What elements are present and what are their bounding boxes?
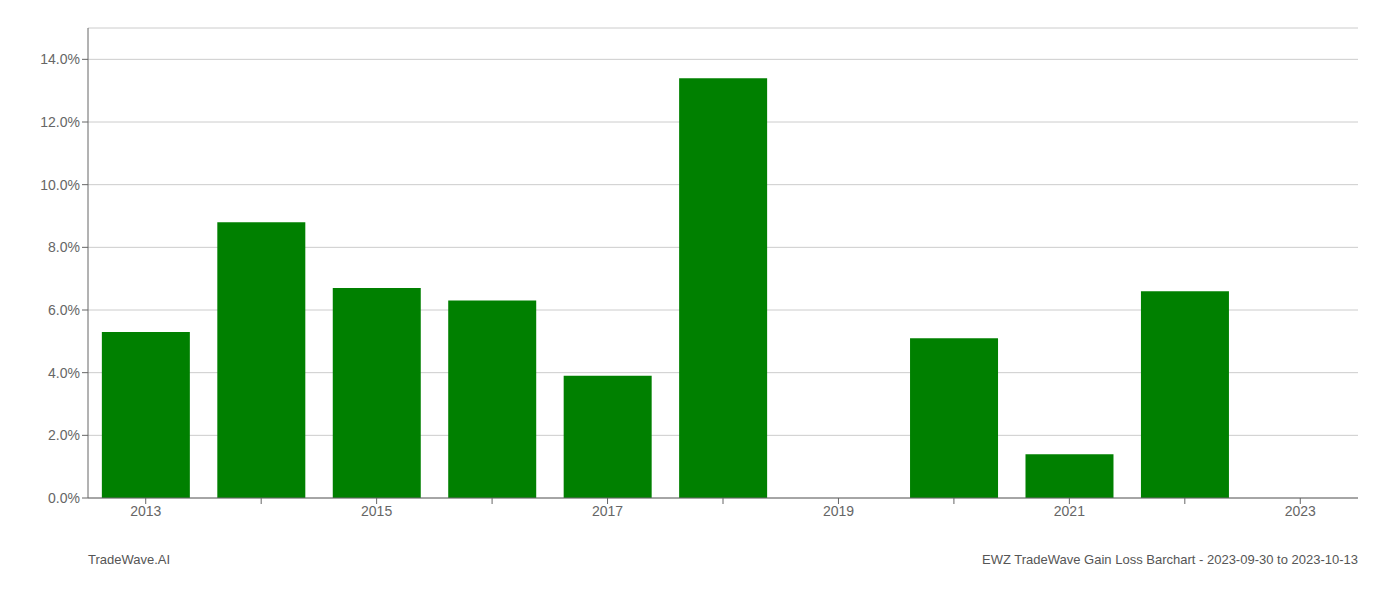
svg-text:2021: 2021 — [1054, 503, 1085, 519]
svg-text:0.0%: 0.0% — [48, 490, 80, 506]
svg-text:10.0%: 10.0% — [40, 177, 80, 193]
svg-text:2017: 2017 — [592, 503, 623, 519]
svg-text:12.0%: 12.0% — [40, 114, 80, 130]
svg-text:2013: 2013 — [130, 503, 161, 519]
html-text:TradeWave.AI: TradeWave.AI — [88, 552, 171, 567]
html-text:EWZ TradeWave Gain Loss Barcha: EWZ TradeWave Gain Loss Barchart - 2023-… — [982, 552, 1358, 567]
svg-text:4.0%: 4.0% — [48, 365, 80, 381]
svg-text:6.0%: 6.0% — [48, 302, 80, 318]
svg-text:2023: 2023 — [1285, 503, 1316, 519]
svg-text:14.0%: 14.0% — [40, 51, 80, 67]
svg-text:2.0%: 2.0% — [48, 427, 80, 443]
svg-text:2019: 2019 — [823, 503, 854, 519]
svg-text:8.0%: 8.0% — [48, 239, 80, 255]
svg-text:2015: 2015 — [361, 503, 392, 519]
